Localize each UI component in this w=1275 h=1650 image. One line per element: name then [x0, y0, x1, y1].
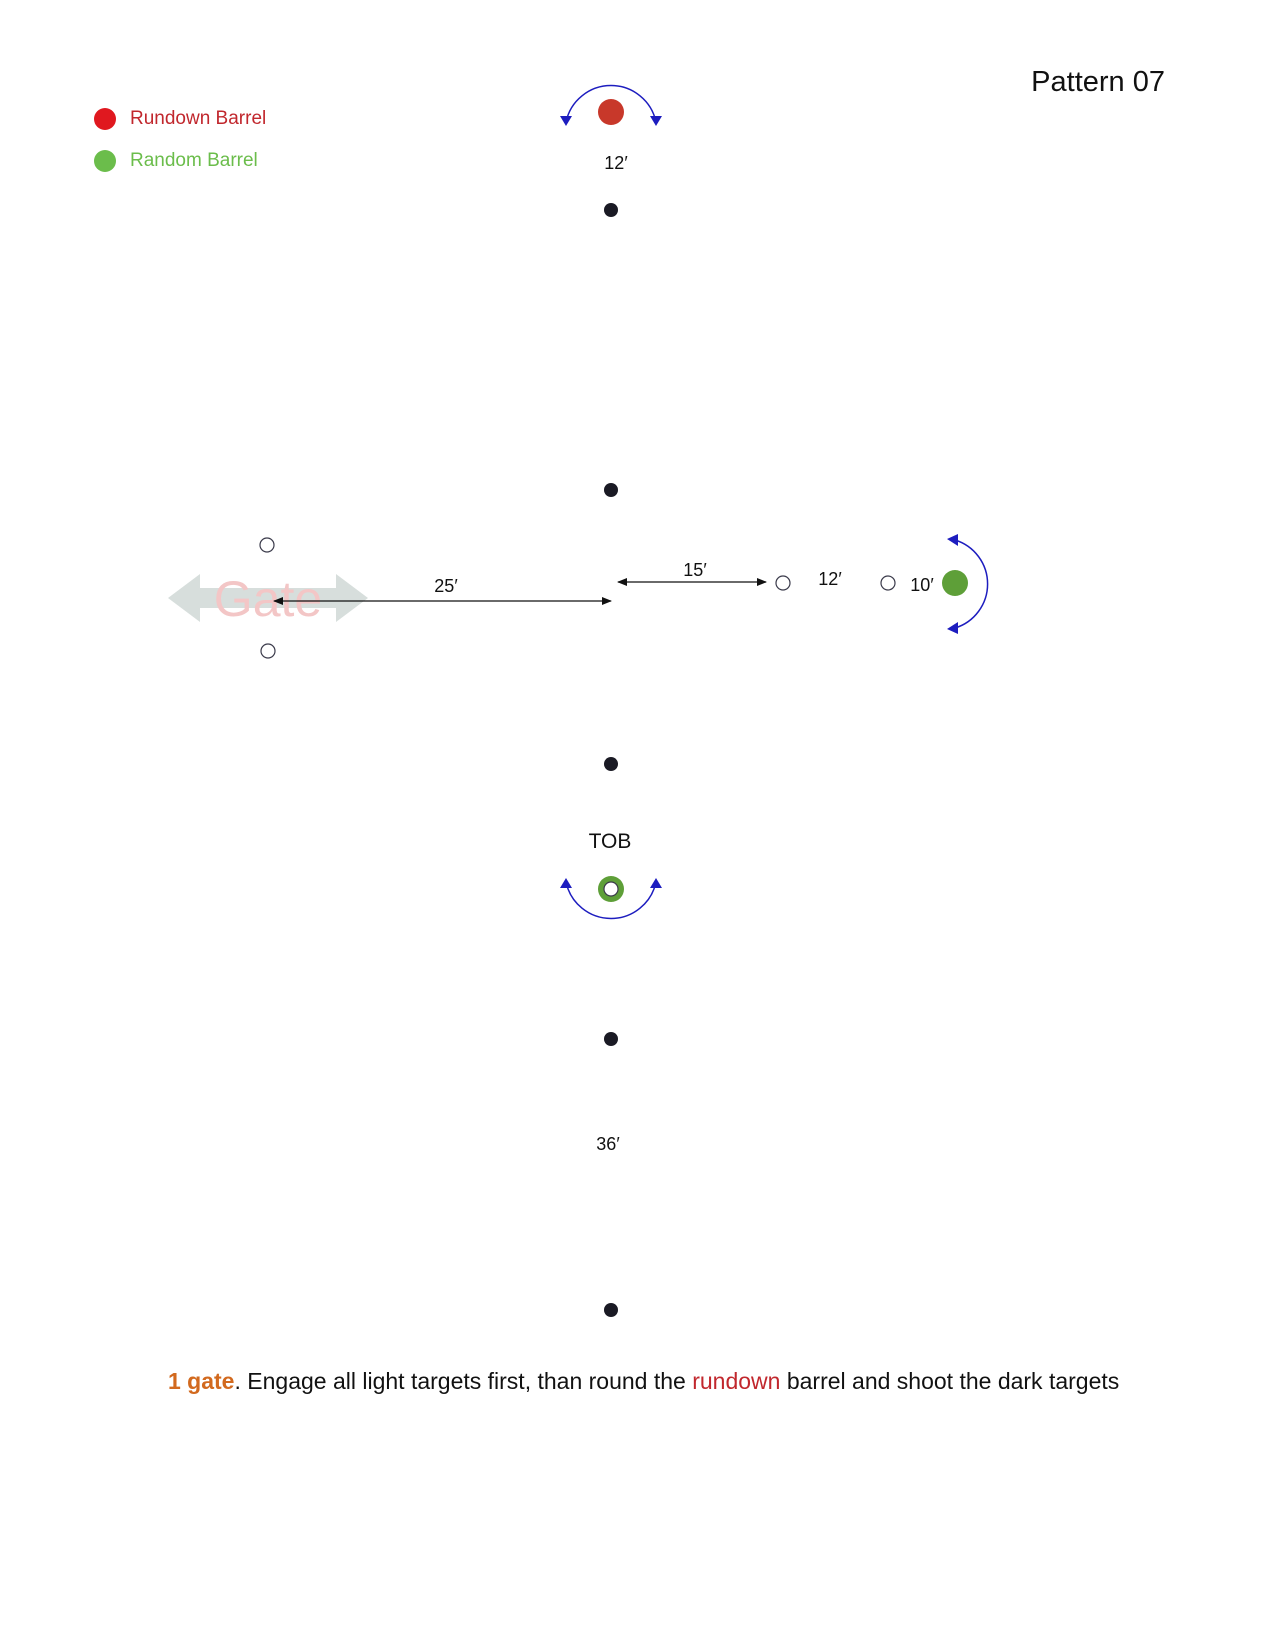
gate-count: 1 gate	[168, 1368, 235, 1394]
rundown-barrel-swatch	[94, 108, 116, 130]
dark-target	[604, 203, 618, 217]
page-title: Pattern 07	[1031, 66, 1165, 98]
light-target	[260, 643, 276, 659]
tob-barrel-marker	[560, 876, 662, 920]
light-target	[880, 575, 896, 591]
random-barrel-swatch	[94, 150, 116, 172]
dark-target	[604, 483, 618, 497]
dim-bottom-run: 36′	[596, 1134, 620, 1154]
arrow-head-right	[650, 116, 662, 126]
legend-item-rundown: Rundown Barrel	[94, 98, 266, 140]
legend-label: Random Barrel	[130, 150, 258, 171]
curved-arrow-icon	[565, 84, 657, 123]
rundown-barrel	[598, 99, 624, 125]
rundown-barrel-marker	[560, 84, 662, 126]
gate: Gate	[168, 571, 368, 627]
arrow-head-bottom	[947, 622, 958, 634]
double-arrow-icon	[168, 574, 368, 622]
dim-center-right: 15′	[683, 560, 707, 580]
legend-label: Rundown Barrel	[130, 108, 267, 129]
arrow-head-top	[947, 534, 958, 546]
dim-gate-span: 25′	[434, 576, 458, 596]
random-barrel	[942, 570, 968, 596]
tob-label: TOB	[589, 830, 632, 853]
instruction-part2: barrel and shoot the dark targets	[780, 1368, 1120, 1394]
dark-target	[604, 1032, 618, 1046]
arrow-head-left	[560, 878, 572, 888]
instruction-part1: . Engage all light targets first, than r…	[234, 1368, 693, 1394]
dim-top-barrel: 12′	[604, 153, 628, 173]
rundown-word: rundown	[692, 1368, 781, 1394]
light-target	[259, 537, 275, 553]
dim-right-pair: 12′	[818, 569, 842, 589]
legend: Rundown Barrel Random Barrel	[94, 98, 266, 182]
arrow-head-right	[650, 878, 662, 888]
instruction-text: 1 gate. Engage all light targets first, …	[168, 1368, 1119, 1395]
tob-light-target	[603, 881, 619, 897]
gate-label: Gate	[214, 571, 322, 627]
random-barrel-marker	[942, 534, 989, 634]
light-target	[775, 575, 791, 591]
curved-arrow-icon	[565, 881, 657, 920]
curved-arrow-icon	[954, 539, 989, 629]
dark-target	[604, 1303, 618, 1317]
dark-target	[604, 757, 618, 771]
legend-item-random: Random Barrel	[94, 140, 266, 182]
arrow-head-left	[560, 116, 572, 126]
dim-random-barrel: 10′	[910, 575, 934, 595]
